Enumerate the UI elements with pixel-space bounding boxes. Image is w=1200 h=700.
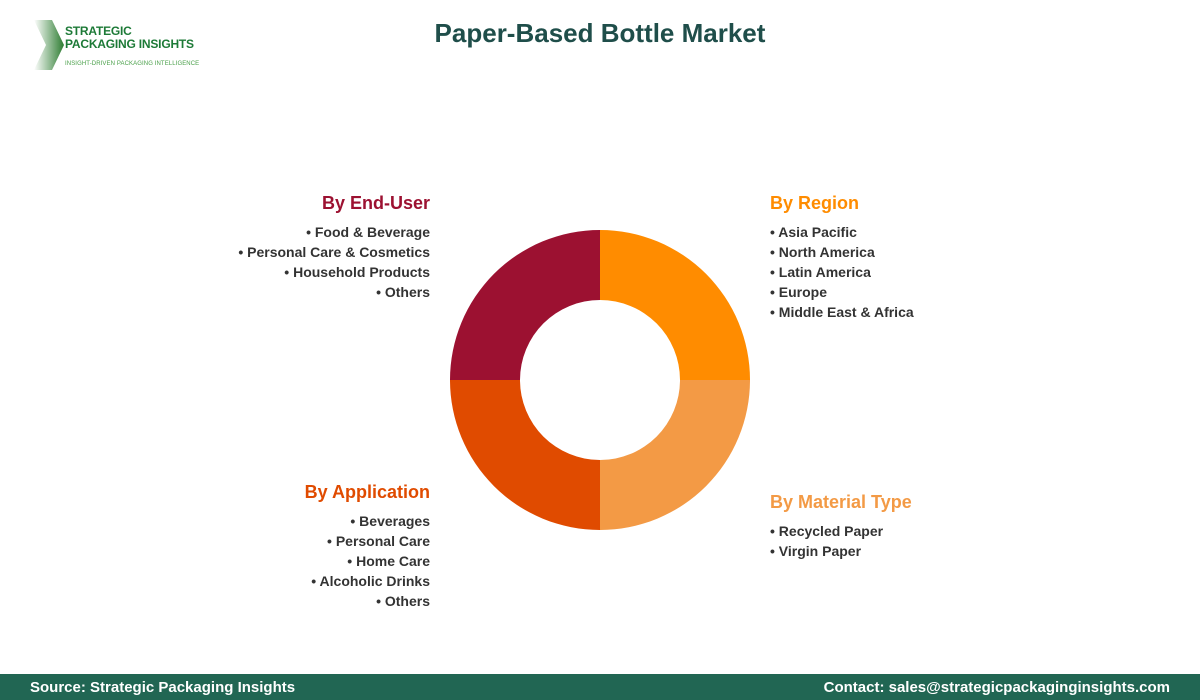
- application-group: By Application • Beverages • Personal Car…: [305, 482, 430, 611]
- list-item: • Others: [376, 593, 430, 609]
- list-item: • Asia Pacific: [770, 224, 857, 240]
- region-title: By Region: [770, 193, 860, 213]
- list-item-label: Others: [384, 284, 430, 300]
- list-item-label: Personal Care: [335, 533, 430, 549]
- list-item: • Alcoholic Drinks: [311, 573, 430, 589]
- list-item-label: Home Care: [356, 553, 430, 569]
- list-item-label: Asia Pacific: [778, 224, 857, 240]
- donut-segment-by-application: [450, 380, 600, 530]
- footer: Source: Strategic Packaging Insights Con…: [0, 674, 1200, 700]
- list-item-label: Recycled Paper: [778, 523, 884, 539]
- logo: [30, 18, 200, 72]
- footer-contact: Contact: sales@strategicpackaginginsight…: [823, 679, 1170, 696]
- list-item: • Middle East & Africa: [770, 304, 914, 320]
- end-user-group: By End-User • Food & Beverage • Personal …: [238, 193, 430, 302]
- list-item: • Others: [376, 284, 430, 300]
- end-user-title: By End-User: [321, 193, 430, 213]
- list-item-label: Virgin Paper: [778, 543, 862, 559]
- list-item: • Recycled Paper: [770, 523, 884, 539]
- list-item-label: Alcoholic Drinks: [319, 573, 430, 589]
- list-item-label: Middle East & Africa: [778, 304, 914, 320]
- list-item: • Beverages: [350, 513, 430, 529]
- donut-segment-by-material-type: [600, 380, 750, 530]
- list-item-label: Household Products: [293, 264, 430, 280]
- logo-chevron-icon: [34, 20, 64, 70]
- list-item: • Virgin Paper: [770, 543, 862, 559]
- list-item-label: Others: [384, 593, 430, 609]
- list-item-label: Europe: [778, 284, 828, 300]
- list-item-label: Latin America: [778, 264, 871, 280]
- list-item-label: North America: [778, 244, 875, 260]
- list-item: • Europe: [770, 284, 828, 300]
- list-item-label: Personal Care & Cosmetics: [247, 244, 430, 260]
- list-item: • Home Care: [347, 553, 430, 569]
- logo-text: STRATEGIC PACKAGING INSIGHTS: [65, 24, 194, 51]
- list-item-label: Food & Beverage: [314, 224, 430, 240]
- material-title: By Material Type: [770, 492, 912, 512]
- list-item: • Personal Care: [327, 533, 430, 549]
- list-item: • Food & Beverage: [306, 224, 430, 240]
- region-group: By Region • Asia Pacific • North America •…: [770, 193, 914, 322]
- page-title: Paper-Based Bottle Market: [434, 18, 766, 48]
- donut-segment-by-end-user: [450, 230, 600, 380]
- list-item: • Household Products: [284, 264, 430, 280]
- list-item-label: Beverages: [359, 513, 430, 529]
- logo-tagline: INSIGHT-DRIVEN PACKAGING INTELLIGENCE: [65, 61, 200, 67]
- list-item: • Personal Care & Cosmetics: [238, 244, 430, 260]
- footer-source: Source: Strategic Packaging Insights: [30, 679, 296, 696]
- list-item: • North America: [770, 244, 875, 260]
- material-group: By Material Type • Recycled Paper • Virgi…: [770, 492, 912, 561]
- list-item: • Latin America: [770, 264, 871, 280]
- application-title: By Application: [304, 482, 430, 502]
- donut-segment-by-region: [600, 230, 750, 380]
